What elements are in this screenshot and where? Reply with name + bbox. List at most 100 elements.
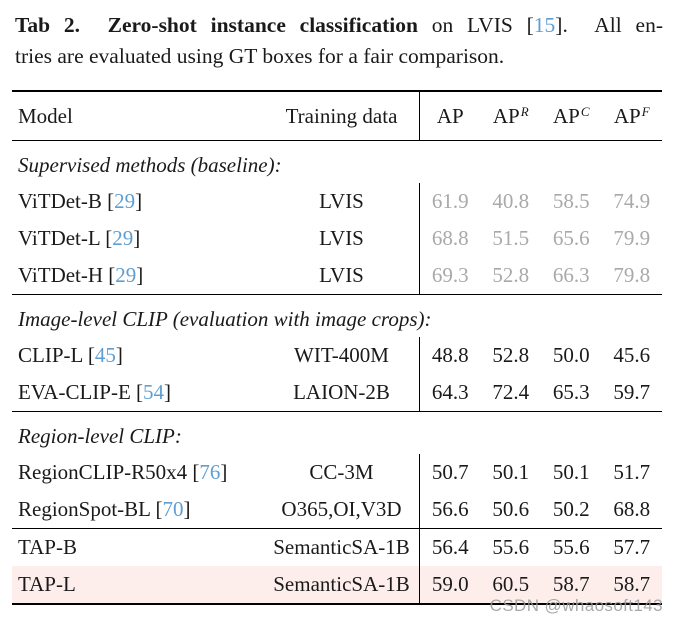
model-name: CLIP-L bbox=[18, 343, 83, 367]
bracket-close: ] bbox=[136, 263, 144, 287]
bracket-open: [ bbox=[108, 263, 116, 287]
metric-value: 40.8 bbox=[492, 189, 530, 213]
caption-line-1: Tab 2. Zero-shot instance classification… bbox=[15, 10, 663, 41]
metric-value: 48.8 bbox=[431, 343, 469, 367]
metric-cell-ap: 61.9 bbox=[420, 189, 481, 214]
metric-cell-ap-c: 58.5 bbox=[541, 189, 602, 214]
metric-cell-ap-c: 50.0 bbox=[541, 343, 602, 368]
table-row-regionspot-bl: RegionSpot-BL [70] O365,OI,V3D 56.6 50.6 50.… bbox=[12, 491, 662, 528]
metric-cell-ap-r: 51.5 bbox=[481, 226, 542, 251]
section-label: Image-level CLIP (evaluation with image … bbox=[18, 307, 432, 331]
caption-text-after-cite: ]. All en- bbox=[555, 13, 663, 37]
bracket-close: ] bbox=[115, 343, 123, 367]
metric-value: 60.5 bbox=[492, 572, 530, 596]
training-data-cell: LVIS bbox=[264, 220, 420, 257]
metric-value: 56.4 bbox=[431, 535, 469, 559]
section-label-row: Image-level CLIP (evaluation with image … bbox=[12, 295, 662, 337]
citation-link-45[interactable]: 45 bbox=[94, 343, 116, 367]
metric-value: 50.6 bbox=[492, 497, 530, 521]
metric-value: 79.9 bbox=[613, 226, 651, 250]
bracket-open: [ bbox=[87, 343, 95, 367]
metric-value: 68.8 bbox=[431, 226, 469, 250]
bracket-close: ] bbox=[135, 189, 143, 213]
metric-cell-ap: 68.8 bbox=[420, 226, 481, 251]
training-data-value: CC-3M bbox=[309, 460, 374, 484]
model-name: RegionSpot-BL bbox=[18, 497, 151, 521]
column-header-training-data: Training data bbox=[264, 92, 420, 140]
table-row-regionclip-r50x4: RegionCLIP-R50x4 [76] CC-3M 50.7 50.1 50.1 51… bbox=[12, 454, 662, 491]
metric-value: 50.1 bbox=[552, 460, 590, 484]
citation-link-15[interactable]: 15 bbox=[533, 13, 556, 37]
training-data-value: LVIS bbox=[319, 189, 364, 213]
training-data-cell: LAION-2B bbox=[264, 374, 420, 411]
table-body: Supervised methods (baseline): ViTDet-B [… bbox=[12, 141, 662, 603]
results-table: Model Training data AP APR APC APF Supervised… bbox=[12, 90, 662, 605]
column-header-ap-r: APR bbox=[481, 104, 542, 129]
training-data-value: WIT-400M bbox=[294, 343, 389, 367]
metric-value: 51.7 bbox=[613, 460, 651, 484]
metric-cell-ap-c: 65.6 bbox=[541, 226, 602, 251]
bracket-open: [ bbox=[136, 380, 144, 404]
metric-value: 52.8 bbox=[492, 343, 530, 367]
training-data-cell: LVIS bbox=[264, 257, 420, 294]
column-header-label: Model bbox=[18, 103, 73, 128]
metric-value: 64.3 bbox=[431, 380, 469, 404]
metric-cell-ap-f: 74.9 bbox=[602, 189, 663, 214]
citation-link-54[interactable]: 54 bbox=[143, 380, 165, 404]
model-name: RegionCLIP-R50x4 bbox=[18, 460, 188, 484]
column-header-label: Training data bbox=[285, 103, 398, 128]
table-section-1: Supervised methods (baseline): ViTDet-B [… bbox=[12, 141, 662, 295]
training-data-value: SemanticSA-1B bbox=[273, 535, 410, 559]
metric-value: 52.8 bbox=[492, 263, 530, 287]
table-row-vitdet-l: ViTDet-L [29] LVIS 68.8 51.5 65.6 79.9 bbox=[12, 220, 662, 257]
training-data-cell: WIT-400M bbox=[264, 337, 420, 374]
metric-value: 45.6 bbox=[613, 343, 651, 367]
bracket-close: ] bbox=[164, 380, 172, 404]
metric-cell-ap-r: 52.8 bbox=[481, 263, 542, 288]
metric-cell-ap: 56.4 bbox=[420, 535, 481, 560]
table-row-eva-clip-e: EVA-CLIP-E [54] LAION-2B 64.3 72.4 65.3 59.7 bbox=[12, 374, 662, 411]
citation-link-76[interactable]: 76 bbox=[199, 460, 221, 484]
metric-cell-ap-f: 79.8 bbox=[602, 263, 663, 288]
column-header-label: AP bbox=[436, 103, 464, 128]
citation-link-70[interactable]: 70 bbox=[162, 497, 184, 521]
section-label: Region-level CLIP: bbox=[18, 424, 182, 448]
metric-cell-ap-f: 45.6 bbox=[602, 343, 663, 368]
training-data-value: LVIS bbox=[319, 226, 364, 250]
metric-cell-ap-f: 79.9 bbox=[602, 226, 663, 251]
table-header-row: Model Training data AP APR APC APF bbox=[12, 92, 662, 141]
metric-value: 55.6 bbox=[492, 535, 530, 559]
metric-cell-ap-r: 55.6 bbox=[481, 535, 542, 560]
section-label: Supervised methods (baseline): bbox=[18, 153, 282, 177]
bracket-close: ] bbox=[133, 226, 141, 250]
metric-value: 58.7 bbox=[552, 572, 590, 596]
metric-cell-ap: 48.8 bbox=[420, 343, 481, 368]
citation-link-29[interactable]: 29 bbox=[115, 263, 137, 287]
model-cell: RegionSpot-BL [70] bbox=[12, 497, 264, 522]
table-row-tap-l: TAP-L SemanticSA-1B 59.0 60.5 58.7 58.7 bbox=[12, 566, 662, 603]
bracket-open: [ bbox=[105, 226, 113, 250]
citation-link-29[interactable]: 29 bbox=[114, 189, 136, 213]
table-section-4: TAP-B SemanticSA-1B 56.4 55.6 55.6 57.7 TAP-L S… bbox=[12, 529, 662, 603]
metric-value: 55.6 bbox=[552, 535, 590, 559]
metric-cell-ap: 50.7 bbox=[420, 460, 481, 485]
training-data-value: O365,OI,V3D bbox=[281, 497, 402, 521]
metric-cell-ap-c: 55.6 bbox=[541, 535, 602, 560]
metric-value: 51.5 bbox=[492, 226, 530, 250]
metric-cell-ap-r: 50.6 bbox=[481, 497, 542, 522]
table-section-3: Region-level CLIP: RegionCLIP-R50x4 [76] C… bbox=[12, 412, 662, 529]
training-data-value: LVIS bbox=[319, 263, 364, 287]
metric-value: 74.9 bbox=[613, 189, 651, 213]
model-cell: ViTDet-H [29] bbox=[12, 263, 264, 288]
training-data-cell: CC-3M bbox=[264, 454, 420, 491]
column-header-ap-f: APF bbox=[602, 104, 663, 129]
model-cell: TAP-B bbox=[12, 535, 264, 560]
citation-link-29[interactable]: 29 bbox=[112, 226, 134, 250]
metric-value: 65.3 bbox=[552, 380, 590, 404]
metric-cell-ap-r: 60.5 bbox=[481, 572, 542, 597]
metric-cell-ap-f: 59.7 bbox=[602, 380, 663, 405]
column-header-superscript: F bbox=[641, 103, 650, 119]
model-name: EVA-CLIP-E bbox=[18, 380, 131, 404]
caption-line-2: tries are evaluated using GT boxes for a… bbox=[15, 44, 505, 68]
metric-cell-ap-f: 51.7 bbox=[602, 460, 663, 485]
